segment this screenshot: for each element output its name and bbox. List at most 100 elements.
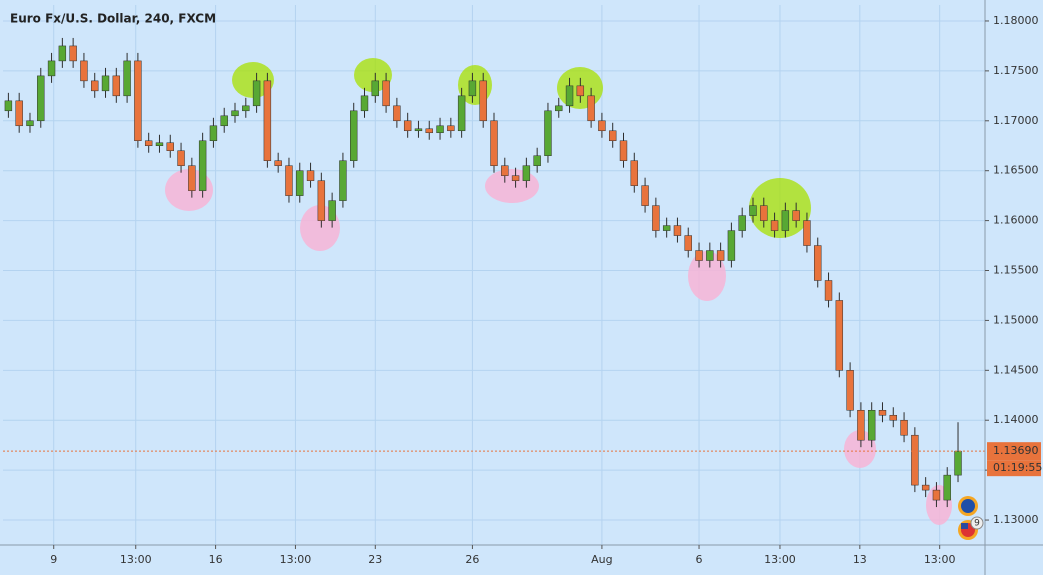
candle-body [296, 170, 304, 196]
candle-body [425, 128, 433, 134]
candle-body [306, 170, 315, 181]
candle-body [878, 409, 887, 416]
candle-body [37, 75, 45, 122]
us-flag-canton [961, 523, 968, 529]
candle-body [522, 165, 531, 181]
candle-body [619, 140, 628, 161]
candle-body [662, 225, 671, 231]
candle-body [716, 250, 725, 261]
candle-body [695, 250, 703, 261]
candle-body [177, 150, 185, 166]
candle-body [781, 210, 790, 231]
candle-body [123, 60, 131, 97]
candle-body [533, 155, 541, 166]
event-icons[interactable]: 9 [958, 496, 984, 540]
candle-body [824, 280, 833, 301]
candle-body [101, 75, 110, 92]
candle-body [403, 120, 412, 132]
candle-body [252, 80, 261, 107]
candle-body [436, 125, 444, 134]
candle-body [760, 205, 768, 221]
candle-body [209, 125, 218, 141]
candle-body [285, 165, 293, 196]
candle-body [263, 80, 272, 161]
x-tick-label: 6 [696, 553, 703, 566]
candle-body [770, 220, 779, 231]
candle-body [889, 414, 897, 421]
candle-body [673, 225, 682, 236]
candle-body [231, 110, 239, 117]
candle-body [641, 185, 649, 206]
badge [970, 516, 984, 530]
candle-body [155, 142, 164, 146]
candle-body [26, 120, 34, 127]
candle-body [112, 75, 121, 97]
candle-body [490, 120, 498, 166]
candle-body [814, 245, 822, 281]
x-tick-label: 13:00 [924, 553, 956, 566]
candle-body [382, 80, 390, 107]
y-tick-label: 1.17000 [993, 114, 1039, 127]
candle-body [911, 434, 919, 486]
candle-body [393, 105, 401, 122]
candle-body [738, 215, 746, 231]
y-tick-label: 1.13000 [993, 513, 1039, 526]
support-marker [688, 251, 726, 301]
grid [3, 5, 985, 545]
y-tick-label: 1.16000 [993, 214, 1039, 227]
candle-body [609, 130, 617, 141]
candle-body [339, 160, 347, 201]
candle-body [58, 45, 67, 62]
candle-body [501, 165, 509, 176]
candle-body [447, 125, 455, 132]
y-tick-label: 1.14000 [993, 413, 1039, 426]
candle-body [706, 250, 714, 261]
event-count: 9 [974, 519, 980, 529]
candle-body [511, 175, 520, 181]
candle-body [198, 140, 207, 191]
candle-body [166, 142, 174, 151]
candle-body [954, 450, 962, 476]
x-tick-label: 26 [465, 553, 479, 566]
candle-body [4, 100, 13, 112]
candle-body [144, 140, 153, 146]
candle-body [565, 85, 574, 107]
support-marker [485, 169, 539, 203]
candle-body [479, 80, 487, 122]
x-tick-label: 16 [209, 553, 223, 566]
candle-body [630, 160, 638, 186]
price-tag-label: 1.13690 [993, 444, 1039, 457]
x-tick-label: 13:00 [280, 553, 312, 566]
candle-body [587, 95, 595, 122]
candle-body [803, 220, 811, 246]
candle-body [943, 474, 951, 501]
candle-body [727, 230, 736, 261]
candle-body [414, 128, 423, 132]
candle-body [188, 165, 196, 191]
candle-body [792, 210, 800, 221]
candle-body [15, 100, 23, 127]
x-tick-label: 13:00 [764, 553, 796, 566]
candle-body [457, 95, 466, 132]
candle-body [69, 45, 77, 62]
candle-body [684, 235, 692, 251]
price-tag [987, 442, 1041, 461]
y-tick-label: 1.15000 [993, 313, 1039, 326]
candle-body [371, 80, 379, 97]
candle-body [80, 60, 88, 82]
candle-body [867, 409, 876, 441]
countdown-label: 01:19:55 [993, 461, 1042, 474]
candle-body [317, 180, 326, 221]
candle-body [220, 115, 228, 127]
candles [3, 37, 985, 508]
x-tick-label: 13 [853, 553, 867, 566]
countdown-tag [987, 460, 1041, 477]
candle-body [242, 105, 250, 112]
candle-body [932, 489, 941, 501]
candle-body [846, 370, 854, 411]
eu-flag [961, 499, 975, 513]
y-tick-label: 1.16500 [993, 164, 1039, 177]
candle-body [468, 80, 477, 97]
candle-body [274, 160, 282, 166]
candle-body [544, 110, 552, 156]
